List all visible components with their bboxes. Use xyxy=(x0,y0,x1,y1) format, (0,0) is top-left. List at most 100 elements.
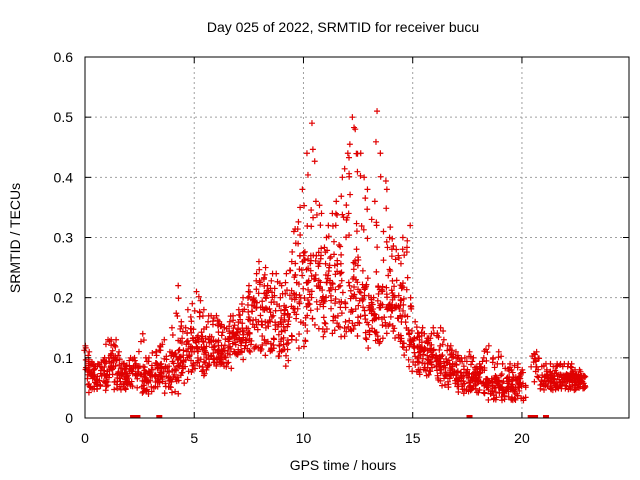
data-point xyxy=(549,372,556,379)
data-point xyxy=(463,358,470,365)
data-point xyxy=(314,306,321,313)
x-axis-label: GPS time / hours xyxy=(290,457,397,473)
data-point xyxy=(275,331,282,338)
data-point xyxy=(439,382,446,389)
data-point xyxy=(341,165,348,172)
data-point-near-zero xyxy=(156,415,163,418)
data-point xyxy=(346,317,353,324)
data-point xyxy=(440,358,447,365)
data-point xyxy=(372,337,379,344)
data-point xyxy=(327,253,334,260)
data-point xyxy=(181,380,188,387)
data-point xyxy=(175,377,182,384)
data-point xyxy=(194,354,201,361)
data-point xyxy=(406,331,413,338)
data-point xyxy=(143,387,150,394)
data-point xyxy=(353,220,360,227)
data-point xyxy=(117,375,124,382)
data-point xyxy=(373,222,380,229)
data-point xyxy=(561,360,568,367)
data-point xyxy=(175,337,182,344)
data-point xyxy=(85,389,92,396)
data-point xyxy=(247,348,254,355)
data-point xyxy=(188,318,195,325)
data-point xyxy=(203,324,210,331)
data-point xyxy=(320,303,327,310)
data-point xyxy=(342,318,349,325)
data-point xyxy=(436,346,443,353)
data-point xyxy=(295,281,302,288)
data-point xyxy=(249,302,256,309)
data-point xyxy=(123,362,130,369)
data-point xyxy=(389,290,396,297)
data-point xyxy=(575,385,582,392)
data-point xyxy=(277,294,284,301)
data-point xyxy=(210,344,217,351)
data-point xyxy=(320,314,327,321)
data-point xyxy=(392,335,399,342)
data-point xyxy=(384,244,391,251)
data-points xyxy=(81,108,589,418)
data-point xyxy=(361,312,368,319)
data-point xyxy=(194,334,201,341)
data-point xyxy=(351,284,358,291)
data-point xyxy=(239,327,246,334)
data-point xyxy=(372,138,379,145)
data-point xyxy=(338,193,345,200)
data-point xyxy=(538,363,545,370)
data-point xyxy=(239,308,246,315)
data-point xyxy=(534,373,541,380)
data-point xyxy=(308,223,315,230)
data-point xyxy=(489,359,496,366)
data-point xyxy=(382,319,389,326)
data-point xyxy=(218,323,225,330)
data-point xyxy=(489,378,496,385)
data-point xyxy=(137,338,144,345)
data-point xyxy=(520,369,527,376)
data-point xyxy=(495,377,502,384)
data-point xyxy=(332,271,339,278)
data-point xyxy=(284,310,291,317)
data-point xyxy=(261,271,268,278)
data-point xyxy=(168,352,175,359)
data-point xyxy=(470,354,477,361)
data-point xyxy=(380,257,387,264)
data-point xyxy=(484,349,491,356)
data-point xyxy=(208,312,215,319)
data-point xyxy=(370,294,377,301)
data-point xyxy=(343,328,350,335)
data-point xyxy=(304,297,311,304)
data-point xyxy=(253,270,260,277)
data-point xyxy=(245,325,252,332)
data-point xyxy=(320,333,327,340)
data-point xyxy=(302,337,309,344)
x-tick-label: 15 xyxy=(405,430,421,446)
data-point xyxy=(498,371,505,378)
data-point xyxy=(149,373,156,380)
data-point xyxy=(537,381,544,388)
data-point xyxy=(159,341,166,348)
data-point xyxy=(325,233,332,240)
data-point xyxy=(336,298,343,305)
data-point xyxy=(196,363,203,370)
x-tick-label: 5 xyxy=(190,430,198,446)
data-point xyxy=(226,318,233,325)
data-point xyxy=(376,340,383,347)
data-point xyxy=(268,313,275,320)
data-point xyxy=(308,294,315,301)
data-point xyxy=(399,284,406,291)
data-point xyxy=(102,387,109,394)
data-point xyxy=(383,291,390,298)
data-point xyxy=(364,319,371,326)
data-point xyxy=(387,313,394,320)
data-point xyxy=(253,299,260,306)
data-point xyxy=(329,280,336,287)
data-point xyxy=(111,386,118,393)
data-point xyxy=(166,378,173,385)
data-point xyxy=(453,361,460,368)
data-point-near-zero xyxy=(532,415,539,418)
data-point xyxy=(566,378,573,385)
data-point xyxy=(259,341,266,348)
data-point xyxy=(253,286,260,293)
data-point xyxy=(301,295,308,302)
